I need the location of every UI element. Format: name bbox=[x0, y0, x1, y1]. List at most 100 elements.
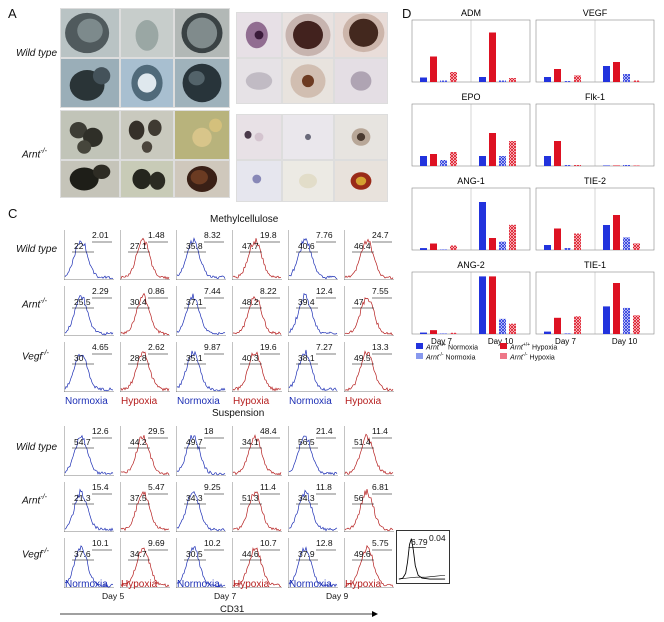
bar bbox=[623, 165, 630, 166]
panel-b-image-12 bbox=[334, 160, 388, 202]
gate-value-upper: 48.4 bbox=[260, 426, 277, 436]
panel-b-image-8 bbox=[282, 114, 334, 160]
legend-entry: Arnt+/+ Normoxia bbox=[426, 342, 478, 352]
susp-histogram-r3-c2: 9.69 34.7 bbox=[120, 538, 170, 588]
bar bbox=[489, 133, 496, 166]
bar bbox=[430, 56, 437, 82]
bar bbox=[613, 62, 620, 82]
bar bbox=[440, 249, 447, 250]
bar bbox=[613, 215, 620, 250]
gate-value-lower: 39.4 bbox=[298, 297, 315, 307]
normoxia-label: Normoxia bbox=[289, 396, 332, 407]
legend-swatch bbox=[416, 343, 423, 349]
gate-value-lower: 56.5 bbox=[298, 437, 315, 447]
gate-value-lower: 27.1 bbox=[130, 241, 147, 251]
hypoxia-label: Hypoxia bbox=[233, 396, 270, 407]
susp-histogram-r1-c1: 12.6 54.7 bbox=[64, 426, 114, 476]
gate-value-lower: 30 bbox=[74, 353, 84, 363]
cd31-axis-label: CD31 bbox=[220, 604, 245, 615]
gate-value-upper: 12.4 bbox=[316, 286, 333, 296]
chart-title: ANG-1 bbox=[457, 176, 485, 186]
gate-value-upper: 12.8 bbox=[316, 538, 333, 548]
panel-b-image-9 bbox=[334, 114, 388, 160]
legend-entry: Arnt+/+ Hypoxia bbox=[510, 342, 558, 352]
gate-value-lower: 40.3 bbox=[242, 353, 259, 363]
gate-value-upper: 9.25 bbox=[204, 482, 221, 492]
bar bbox=[613, 283, 620, 334]
bar bbox=[479, 77, 486, 82]
panel-b-image-7 bbox=[236, 114, 282, 160]
chart-title: TIE-2 bbox=[584, 176, 606, 186]
panel-b-image-5 bbox=[282, 58, 334, 104]
gate-value-lower: 37.5 bbox=[130, 493, 147, 503]
bar bbox=[554, 228, 561, 250]
category-label: Day 10 bbox=[612, 337, 638, 346]
gate-value-upper: 4.65 bbox=[92, 342, 109, 352]
bar bbox=[564, 81, 571, 82]
bar bbox=[623, 74, 630, 82]
bar bbox=[603, 66, 610, 82]
bar bbox=[633, 80, 640, 82]
susp-histogram-r1-c6: 11.4 51.4 bbox=[344, 426, 394, 476]
meth-histogram-r2-c3: 7.44 37.1 bbox=[176, 286, 226, 336]
panel-a-image-4 bbox=[60, 58, 120, 108]
gate-value-lower: 30.5 bbox=[186, 549, 203, 559]
control-value-2: 0.04 bbox=[429, 533, 446, 543]
chart-title: ADM bbox=[461, 8, 481, 18]
susp-histogram-r3-c6: 5.75 49.6 bbox=[344, 538, 394, 588]
chart-title: Flk-1 bbox=[585, 92, 605, 102]
gate-value-upper: 7.27 bbox=[316, 342, 333, 352]
susp-histogram-r1-c5: 21.4 56.5 bbox=[288, 426, 338, 476]
bar bbox=[544, 245, 551, 250]
gate-value-lower: 44.6 bbox=[242, 549, 259, 559]
gate-value-upper: 9.87 bbox=[204, 342, 221, 352]
bar bbox=[574, 165, 581, 166]
bar bbox=[554, 69, 561, 82]
legend-swatch bbox=[500, 343, 507, 349]
bar bbox=[440, 333, 447, 334]
gate-value-upper: 2.62 bbox=[148, 342, 165, 352]
bar bbox=[489, 238, 496, 250]
chart-title: TIE-1 bbox=[584, 260, 606, 270]
bar bbox=[633, 165, 640, 166]
bar bbox=[440, 160, 447, 166]
gate-value-upper: 29.5 bbox=[148, 426, 165, 436]
control-histogram: 6.79 0.04 bbox=[396, 530, 450, 584]
panel-label-c: C bbox=[8, 206, 18, 221]
meth-histogram-r2-c6: 7.55 47 bbox=[344, 286, 394, 336]
gate-value-upper: 10.1 bbox=[92, 538, 109, 548]
bar bbox=[479, 202, 486, 250]
gate-value-lower: 49.7 bbox=[186, 437, 203, 447]
gate-value-lower: 38.1 bbox=[298, 353, 315, 363]
gate-value-upper: 6.81 bbox=[372, 482, 389, 492]
meth-histogram-r2-c2: 0.86 30.4 bbox=[120, 286, 170, 336]
hypoxia-label: Hypoxia bbox=[121, 396, 158, 407]
bar bbox=[440, 80, 447, 82]
gate-value-lower: 22 bbox=[74, 241, 84, 251]
hypoxia-label: Hypoxia bbox=[345, 579, 382, 590]
category-label: Day 10 bbox=[488, 337, 514, 346]
bar bbox=[613, 165, 620, 166]
bar bbox=[509, 141, 516, 166]
bar-chart-vegf: VEGF bbox=[535, 8, 655, 83]
gate-value-upper: 24.7 bbox=[372, 230, 389, 240]
gate-value-lower: 34.3 bbox=[186, 493, 203, 503]
bar bbox=[420, 248, 427, 250]
bar bbox=[420, 332, 427, 334]
bar bbox=[574, 233, 581, 250]
normoxia-label: Normoxia bbox=[289, 579, 332, 590]
day-9-label: Day 9 bbox=[326, 591, 349, 601]
bar bbox=[450, 72, 457, 82]
legend-entry: Arnt-/- Normoxia bbox=[426, 352, 476, 362]
gate-value-lower: 30.4 bbox=[130, 297, 147, 307]
panel-a-image-12 bbox=[174, 160, 230, 198]
bar bbox=[420, 156, 427, 166]
suspension-heading: Suspension bbox=[212, 408, 265, 419]
susp-histogram-r2-c4: 11.4 51.3 bbox=[232, 482, 282, 532]
gate-value-upper: 5.47 bbox=[148, 482, 165, 492]
bar bbox=[450, 332, 457, 334]
susp-histogram-r3-c5: 12.8 37.9 bbox=[288, 538, 338, 588]
gate-value-lower: 35.1 bbox=[186, 353, 203, 363]
susp-histogram-r1-c3: 18 49.7 bbox=[176, 426, 226, 476]
